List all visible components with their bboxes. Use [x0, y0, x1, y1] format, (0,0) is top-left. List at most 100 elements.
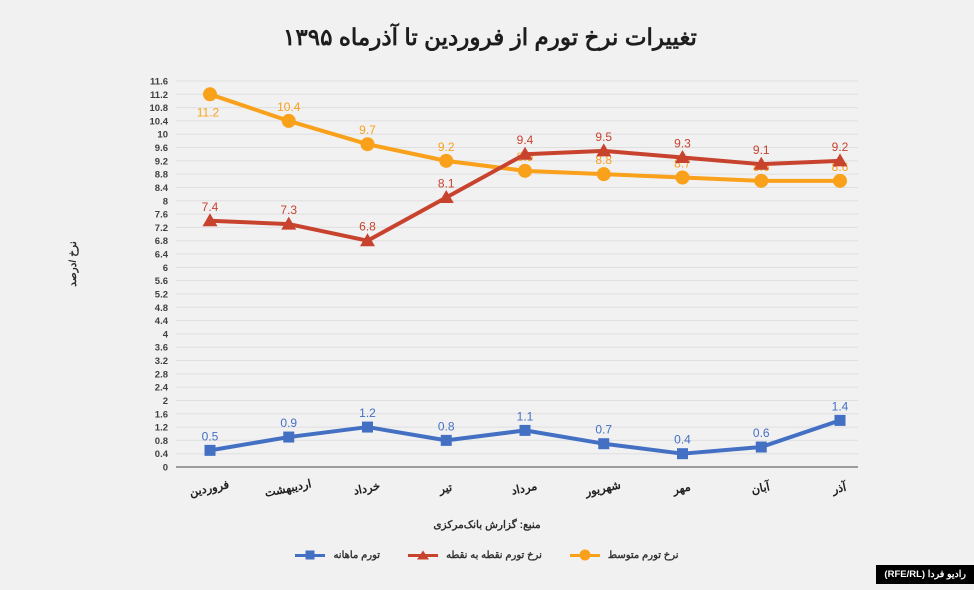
y-axis-tick-label: 8	[163, 196, 168, 207]
x-axis-month-label: مهر	[671, 481, 692, 498]
x-axis-month-label: شهریور	[583, 479, 622, 499]
source-note: منبع: گزارش بانک‌مرکزی	[433, 519, 541, 531]
triangle-marker-icon[interactable]	[753, 156, 769, 170]
y-axis-tick-label: 1.2	[155, 423, 168, 434]
y-axis-tick-label: 5.6	[155, 276, 168, 287]
y-axis-tick-label: 2.8	[155, 369, 168, 380]
triangle-marker-icon[interactable]	[832, 153, 848, 167]
square-marker-icon	[295, 549, 326, 561]
y-axis-tick-label: 9.6	[155, 143, 168, 154]
data-point-label: 9.3	[674, 137, 691, 151]
y-axis-tick-label: 10	[157, 130, 168, 141]
legend-item[interactable]: نرخ تورم متوسط	[569, 549, 679, 561]
data-point-label: 8.8	[595, 153, 612, 167]
y-axis-tick-label: 1.6	[155, 409, 168, 420]
data-point-label: 1.2	[359, 406, 376, 420]
square-marker-icon[interactable]	[204, 444, 216, 456]
y-axis-tick-label: 10.4	[150, 116, 169, 127]
data-point-label: 9.2	[438, 140, 455, 154]
circle-marker-icon[interactable]	[596, 167, 611, 182]
data-point-label: 9.2	[832, 140, 849, 154]
square-marker-icon[interactable]	[755, 441, 767, 453]
circle-marker-icon[interactable]	[439, 153, 454, 168]
data-point-label: 1.1	[517, 409, 534, 423]
y-axis-tick-label: 2	[163, 396, 168, 407]
legend-label: تورم ماهانه	[333, 549, 381, 561]
legend-label: نرخ تورم نقطه به نقطه	[446, 549, 542, 561]
x-axis-month-label: فروردین	[189, 479, 231, 500]
data-point-label: 9.7	[359, 123, 376, 137]
circle-marker-icon[interactable]	[754, 173, 769, 188]
legend-item[interactable]: تورم ماهانه	[295, 549, 380, 561]
square-marker-icon[interactable]	[677, 448, 688, 460]
rferl-brand-badge: رادیو فردا (RFE/RL)	[876, 565, 974, 584]
circle-marker-icon[interactable]	[360, 137, 375, 152]
triangle-marker-icon[interactable]	[596, 143, 612, 157]
y-axis-tick-label: 3.2	[155, 356, 168, 367]
y-axis-tick-label: 4	[163, 329, 169, 340]
inflation-line-chart: 0 0.4 0.8 1.2 1.6 2 2.4 2.8 3.2 3.6 4 4.4 4.8 5.2 5.6 6…	[150, 77, 858, 501]
square-marker-icon[interactable]	[519, 424, 531, 436]
y-axis-tick-label: 7.6	[155, 210, 168, 221]
data-point-label: 0.9	[280, 416, 297, 430]
circle-marker-icon	[569, 549, 600, 561]
y-axis-tick-label: 8.8	[155, 170, 168, 181]
triangle-marker-icon[interactable]	[360, 233, 375, 247]
y-axis-tick-label: 4.8	[155, 303, 168, 314]
square-marker-icon[interactable]	[362, 421, 373, 433]
x-axis-month-label: تیر	[437, 482, 454, 498]
data-point-label: 7.3	[280, 203, 297, 217]
data-point-label: 0.7	[595, 423, 612, 437]
square-marker-icon[interactable]	[283, 431, 295, 443]
data-point-label: 0.8	[438, 419, 455, 433]
triangle-marker-icon[interactable]	[202, 213, 218, 227]
circle-marker-icon[interactable]	[675, 170, 690, 185]
legend-label: نرخ تورم متوسط	[607, 549, 679, 561]
square-marker-icon[interactable]	[834, 414, 846, 426]
data-point-label: 7.4	[202, 200, 219, 214]
y-axis-tick-label: 3.6	[155, 343, 168, 354]
data-point-label: 9.5	[595, 130, 612, 144]
triangle-marker-icon[interactable]	[517, 146, 533, 160]
triangle-marker-icon[interactable]	[281, 216, 297, 230]
y-axis-tick-label: 0.4	[155, 449, 169, 460]
chart-legend: تورم ماهانه نرخ تورم نقطه به نقطه نرخ تورم…	[0, 549, 974, 561]
square-marker-icon[interactable]	[440, 434, 452, 446]
data-point-label: 0.6	[753, 426, 770, 440]
y-axis-tick-label: 10.8	[150, 103, 169, 114]
triangle-marker-icon	[408, 549, 439, 561]
data-point-label: 0.4	[674, 433, 691, 447]
y-axis-tick-label: 4.4	[155, 316, 169, 327]
circle-marker-icon[interactable]	[281, 113, 296, 128]
y-axis-tick-label: 8.4	[155, 183, 169, 194]
x-axis-month-label: آبان	[750, 477, 773, 497]
triangle-marker-icon[interactable]	[675, 150, 690, 164]
x-axis-month-label: مرداد	[510, 480, 538, 499]
y-axis-tick-label: 7.2	[155, 223, 168, 234]
triangle-marker-icon[interactable]	[438, 189, 454, 203]
chart-title: تغییرات نرخ تورم از فروردین تا آذرماه ۱۳…	[283, 24, 697, 50]
square-marker-icon[interactable]	[598, 438, 610, 450]
data-point-label: 1.4	[832, 399, 849, 413]
y-axis-tick-label: 6.4	[155, 250, 169, 261]
y-axis-tick-label: 11.6	[150, 77, 168, 88]
circle-marker-icon[interactable]	[833, 173, 847, 188]
data-point-label: 0.5	[202, 429, 219, 443]
y-axis-tick-label: 9.2	[155, 156, 168, 167]
circle-marker-icon[interactable]	[518, 163, 532, 178]
y-axis-tick-label: 2.4	[155, 383, 169, 394]
y-axis-tick-label: 11.2	[150, 90, 168, 101]
data-point-label: 9.4	[517, 133, 534, 147]
data-point-label: 11.2	[197, 105, 220, 119]
circle-marker-icon[interactable]	[203, 87, 217, 102]
x-axis-month-label: اردیبهشت	[263, 477, 312, 501]
data-point-label: 6.8	[359, 220, 376, 234]
data-point-label: 8.1	[438, 176, 455, 190]
y-axis-tick-label: 6.8	[155, 236, 168, 247]
y-axis-tick-label: 6	[163, 263, 168, 274]
y-axis-tick-label: 0	[163, 463, 168, 474]
x-axis-month-label: خرداد	[352, 479, 381, 498]
y-axis-tick-label: 5.2	[155, 289, 168, 300]
legend-item[interactable]: نرخ تورم نقطه به نقطه	[408, 549, 542, 561]
